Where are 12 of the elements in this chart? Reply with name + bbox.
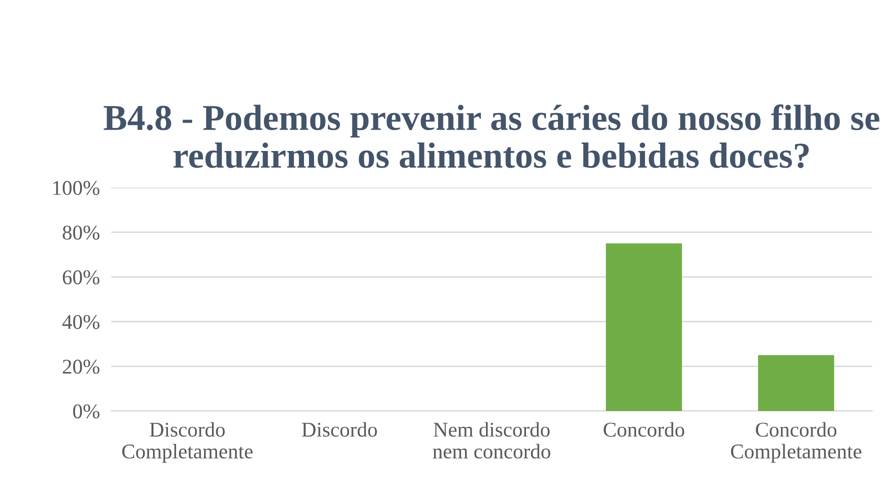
y-tick-label: 80% <box>62 226 100 240</box>
y-tick-label: 20% <box>62 360 100 374</box>
y-tick-label: 100% <box>53 180 100 196</box>
x-tick-label: Concordo Completamente <box>731 422 862 463</box>
chart-title: B4.8 - Podemos prevenir as cáries do nosso filho se reduzirmos os alimentos e bebidas doces? <box>104 104 880 168</box>
x-tick-label: Discordo Completamente <box>122 422 253 463</box>
y-tick-label: 0% <box>73 404 100 418</box>
x-tick-label: Discordo <box>302 422 377 437</box>
x-tick-label: Nem discordo nem concordo <box>432 422 550 459</box>
y-tick-label: 40% <box>62 314 100 330</box>
y-tick-label: 60% <box>62 270 100 284</box>
x-tick-label: Concordo <box>604 422 684 437</box>
